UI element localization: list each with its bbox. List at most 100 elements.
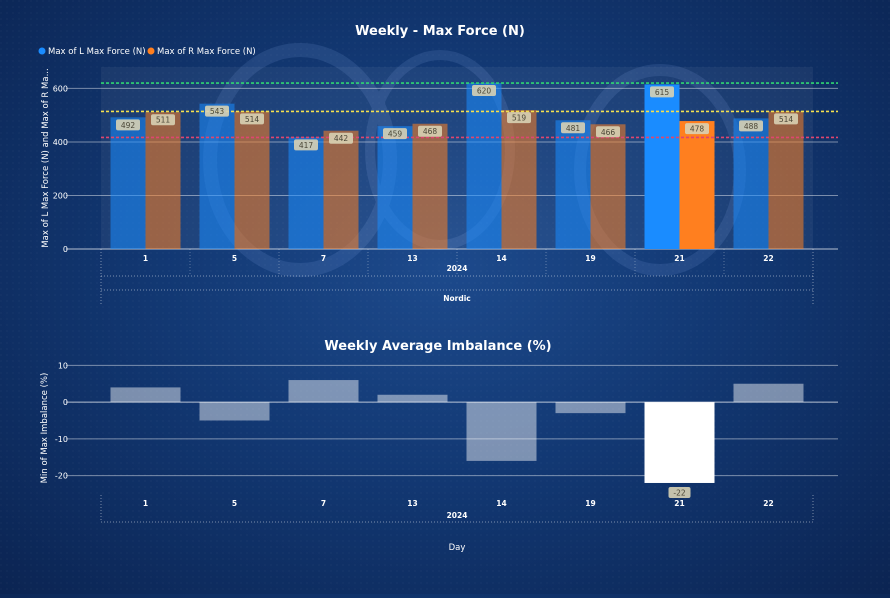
force-y-axis-label: Max of L Max Force (N) and Max of R Ma..… xyxy=(41,68,51,247)
bar-right-force[interactable] xyxy=(412,123,448,249)
force-chart-title: Weekly - Max Force (N) xyxy=(355,24,525,39)
force-data-label-box xyxy=(472,85,496,97)
imbalance-x-tick-label: 7 xyxy=(321,499,326,508)
force-x-tick-label: 14 xyxy=(496,254,506,263)
force-data-label: 514 xyxy=(245,115,260,124)
force-data-label-box xyxy=(774,113,798,125)
bar-right-force[interactable] xyxy=(234,111,270,249)
force-data-label-box xyxy=(685,123,709,135)
bar-left-force[interactable] xyxy=(466,83,502,249)
imbalance-bar[interactable] xyxy=(555,402,626,414)
force-data-label: 466 xyxy=(601,128,616,137)
bar-left-force[interactable] xyxy=(110,117,146,249)
imbalance-x-axis-label: Day xyxy=(449,543,466,553)
force-data-label-box xyxy=(561,122,585,134)
bar-right-force[interactable] xyxy=(768,111,804,249)
imbalance-x-tick-label: 13 xyxy=(407,499,417,508)
bar-left-force[interactable] xyxy=(555,120,591,249)
force-x-tick-label: 1 xyxy=(143,254,148,263)
force-data-label: 468 xyxy=(423,127,438,136)
force-data-label-box xyxy=(507,112,531,124)
force-x-tick-label: 21 xyxy=(674,254,684,263)
imbalance-bar[interactable] xyxy=(199,402,270,421)
imbalance-data-label-box xyxy=(668,486,691,498)
force-x-tick-label: 7 xyxy=(321,254,326,263)
imbalance-bar[interactable] xyxy=(644,402,715,483)
force-data-label: 417 xyxy=(299,141,314,150)
imbalance-bar[interactable] xyxy=(110,387,181,403)
force-data-label-box xyxy=(240,113,264,125)
imbalance-chart: Weekly Average Imbalance (%) Min of Max … xyxy=(40,339,838,553)
imbalance-chart-title: Weekly Average Imbalance (%) xyxy=(324,339,551,354)
imbalance-bar[interactable] xyxy=(288,380,359,403)
force-data-label-box xyxy=(650,86,674,98)
force-data-label: 615 xyxy=(655,88,670,97)
force-data-label: 481 xyxy=(566,124,581,133)
force-y-tick-label: 400 xyxy=(53,138,68,147)
imbalance-y-axis-label: Min of Max Imbalance (%) xyxy=(40,373,50,484)
force-data-label-box xyxy=(151,114,175,126)
bar-left-force[interactable] xyxy=(288,137,324,249)
bar-left-force[interactable] xyxy=(377,126,413,249)
bar-left-force[interactable] xyxy=(199,103,235,249)
imbalance-x-group-label: 2024 xyxy=(447,511,468,520)
bar-right-force[interactable] xyxy=(145,112,181,249)
force-x-tick-label: 13 xyxy=(407,254,417,263)
force-data-label: 511 xyxy=(156,116,171,125)
force-chart: Weekly - Max Force (N) Max of L Max Forc… xyxy=(38,24,838,305)
bar-right-force[interactable] xyxy=(323,130,359,249)
imbalance-data-label: -22 xyxy=(673,488,685,497)
bar-right-force[interactable] xyxy=(590,124,626,249)
force-data-label: 519 xyxy=(512,114,527,123)
bar-left-force[interactable] xyxy=(733,118,769,249)
force-x-tick-label: 22 xyxy=(763,254,773,263)
imbalance-bar[interactable] xyxy=(466,402,537,461)
force-data-label-box xyxy=(739,120,763,132)
force-y-tick-label: 0 xyxy=(63,245,68,254)
imbalance-y-tick-label: -20 xyxy=(55,472,68,481)
force-data-label-box xyxy=(418,125,442,137)
force-y-tick-label: 200 xyxy=(53,191,68,200)
force-data-label-box xyxy=(116,119,140,131)
bar-left-force[interactable] xyxy=(644,84,680,249)
imbalance-x-tick-label: 14 xyxy=(496,499,506,508)
force-data-label: 543 xyxy=(210,107,225,116)
force-x-tick-label: 19 xyxy=(585,254,595,263)
bar-right-force[interactable] xyxy=(501,110,537,249)
imbalance-x-tick-label: 21 xyxy=(674,499,684,508)
force-legend: Max of L Max Force (N) Max of R Max Forc… xyxy=(38,47,256,57)
legend-right-label: Max of R Max Force (N) xyxy=(157,47,256,57)
force-x-group-label: 2024 xyxy=(447,264,468,273)
legend-left-label: Max of L Max Force (N) xyxy=(48,47,146,57)
force-data-label: 620 xyxy=(477,87,492,96)
imbalance-x-tick-label: 22 xyxy=(763,499,773,508)
force-x-tick-label: 5 xyxy=(232,254,237,263)
force-data-label: 514 xyxy=(779,115,794,124)
force-data-label-box xyxy=(329,132,353,144)
force-data-label: 459 xyxy=(388,130,403,139)
bar-right-force[interactable] xyxy=(679,121,715,249)
force-data-label-box xyxy=(294,139,318,151)
imbalance-x-tick-label: 19 xyxy=(585,499,595,508)
force-data-label-box xyxy=(205,105,229,117)
imbalance-bar[interactable] xyxy=(733,383,804,403)
force-data-label: 442 xyxy=(334,134,349,143)
imbalance-bar[interactable] xyxy=(377,394,448,403)
imbalance-x-tick-label: 5 xyxy=(232,499,237,508)
force-data-label: 478 xyxy=(690,125,705,134)
force-data-label: 488 xyxy=(744,122,759,131)
force-data-label-box xyxy=(596,126,620,138)
imbalance-y-tick-label: 10 xyxy=(58,361,68,370)
force-data-label: 492 xyxy=(121,121,136,130)
legend-right-marker xyxy=(147,47,155,55)
imbalance-y-tick-label: -10 xyxy=(55,435,68,444)
imbalance-y-tick-label: 0 xyxy=(63,398,68,407)
force-x-axis-label: Nordic xyxy=(443,294,471,303)
force-data-label-box xyxy=(383,128,407,140)
legend-left-marker xyxy=(38,47,46,55)
force-y-tick-label: 600 xyxy=(53,84,68,93)
imbalance-x-tick-label: 1 xyxy=(143,499,148,508)
